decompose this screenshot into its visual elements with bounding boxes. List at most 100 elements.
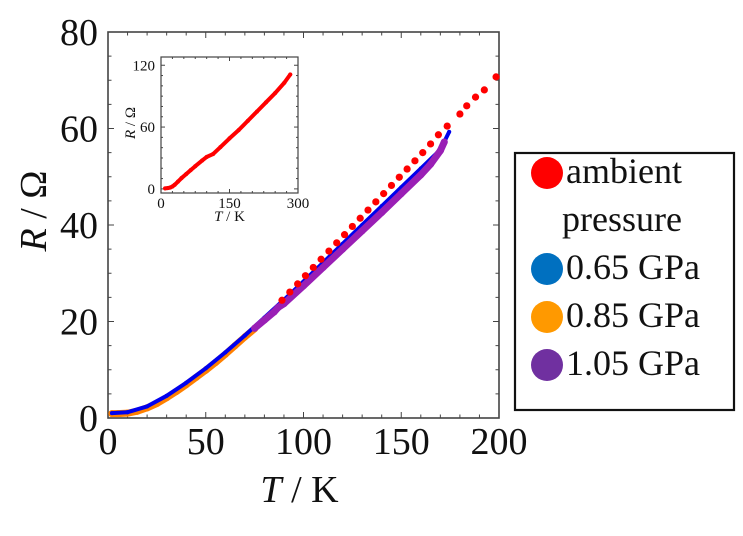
data-point (440, 138, 448, 146)
inset-data-point (204, 154, 209, 159)
inset-y-axis-title-unit: / Ω (123, 107, 139, 130)
series-ambient-pressure (278, 73, 500, 304)
legend-label: ambient (566, 151, 682, 191)
inset-data-point (175, 179, 180, 184)
data-point (125, 410, 130, 415)
inset-data-point (236, 128, 241, 133)
data-point (358, 227, 366, 235)
data-segment (280, 282, 307, 308)
data-point (364, 206, 372, 214)
inset-series-ambient-pressure (163, 72, 293, 191)
inset-frame (160, 56, 299, 194)
data-point (333, 239, 341, 247)
series-1-05-gpa (251, 138, 448, 332)
inset-data-segment (254, 100, 269, 114)
data-point (260, 316, 268, 324)
data-point (340, 231, 349, 239)
main-x-tick-label: 100 (275, 421, 332, 463)
legend-marker (531, 253, 563, 285)
data-segment (319, 245, 347, 271)
main-x-axis-title-unit: / K (282, 469, 340, 511)
legend-label: pressure (562, 199, 682, 239)
data-segment (397, 171, 425, 198)
inset-y-axis-title-symbol: R (123, 130, 139, 140)
data-point (223, 350, 228, 355)
data-point (419, 149, 427, 157)
main-y-axis-title-symbol: R (13, 228, 55, 252)
data-segment (223, 333, 247, 355)
data-point (309, 263, 317, 272)
data-point (395, 173, 403, 181)
inset-data-point (227, 136, 232, 141)
data-point (471, 93, 480, 101)
data-segment (321, 241, 345, 265)
data-point (463, 102, 471, 110)
main-y-tick-label: 60 (60, 108, 98, 150)
data-segment (360, 204, 384, 227)
legend-item: 0.85 GPa (531, 295, 700, 335)
data-segment (339, 227, 366, 253)
inset-y-tick-label: 60 (140, 120, 155, 136)
main-y-tick-label: 20 (60, 301, 98, 343)
data-point (443, 122, 451, 130)
main-y-tick-label: 0 (79, 398, 98, 440)
data-segment (300, 263, 327, 290)
main-y-tick-label: 40 (60, 205, 98, 247)
inset-y-tick-label: 0 (148, 182, 156, 198)
main-x-tick-label: 200 (471, 421, 528, 463)
data-point (164, 393, 169, 398)
data-point (325, 247, 333, 255)
data-point (203, 366, 208, 371)
data-segment (399, 166, 423, 190)
legend-item: ambient pressure (531, 151, 682, 239)
inset-x-tick-label: 300 (287, 196, 310, 212)
legend-marker (531, 301, 563, 333)
data-point (427, 160, 435, 168)
data-point (317, 255, 325, 263)
data-point (251, 324, 259, 332)
inset-data-point (245, 118, 250, 123)
data-point (426, 140, 435, 148)
data-point (387, 181, 396, 190)
inset-x-tick-label: 0 (157, 196, 165, 212)
data-point (319, 263, 327, 271)
data-point (286, 288, 294, 296)
main-y-axis-title-unit: / Ω (13, 170, 55, 228)
legend-label: 0.65 GPa (566, 247, 700, 287)
inset-x-axis-title-unit: / K (222, 209, 245, 225)
data-segment (203, 350, 228, 371)
inset-data-point (193, 164, 198, 169)
data-point (447, 129, 452, 134)
data-point (403, 165, 411, 173)
data-point (356, 214, 364, 222)
inset-data-segment (218, 136, 232, 150)
inset-y-axis-title: R / Ω (123, 107, 139, 140)
inset-data-segment (227, 128, 241, 141)
data-point (411, 157, 419, 165)
data-point (480, 86, 488, 94)
inset-data-segment (245, 109, 259, 123)
inset-data-point (264, 100, 269, 105)
main-x-axis-title: T / K (260, 469, 339, 511)
data-point (109, 411, 114, 416)
main-y-axis-title: R / Ω (13, 170, 55, 252)
inset-data-point (200, 158, 205, 163)
inset-data-point (218, 145, 223, 150)
data-point (380, 190, 388, 198)
data-segment (125, 404, 150, 415)
inset-data-point (254, 109, 259, 114)
legend-item: 0.65 GPa (531, 247, 700, 287)
data-segment (109, 410, 130, 416)
inset-data-segment (264, 91, 278, 105)
main-x-tick-label: 50 (187, 421, 225, 463)
data-point (348, 222, 356, 231)
inset-plot: 0 150 300 0 60 120 T / K R / Ω (123, 56, 310, 225)
legend-item: 1.05 GPa (531, 343, 700, 383)
data-segment (164, 380, 189, 398)
main-y-tick-label: 80 (60, 12, 98, 54)
legend: ambient pressure 0.65 GPa 0.85 GPa 1.05 GPa (513, 151, 736, 412)
inset-data-segment (273, 80, 287, 96)
data-segment (378, 190, 405, 216)
data-point (242, 333, 247, 338)
